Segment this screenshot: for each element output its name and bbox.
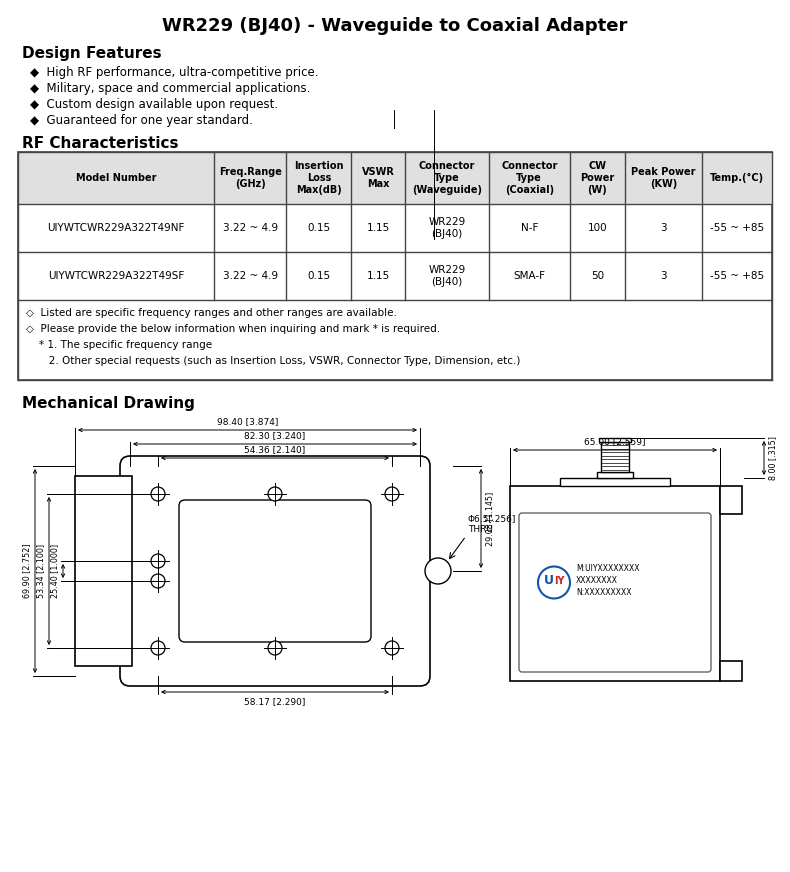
Text: IY: IY: [554, 576, 564, 585]
Text: Mechanical Drawing: Mechanical Drawing: [22, 396, 195, 411]
Text: ◆  Custom design available upon request.: ◆ Custom design available upon request.: [30, 98, 278, 111]
Polygon shape: [601, 442, 629, 472]
Text: -55 ~ +85: -55 ~ +85: [709, 271, 764, 281]
Polygon shape: [599, 438, 631, 442]
Text: SMA-F: SMA-F: [514, 271, 545, 281]
FancyBboxPatch shape: [179, 500, 371, 642]
Text: 2. Other special requests (such as Insertion Loss, VSWR, Connector Type, Dimensi: 2. Other special requests (such as Inser…: [26, 356, 521, 366]
Text: Insertion
Loss
Max(dB): Insertion Loss Max(dB): [294, 161, 344, 194]
Polygon shape: [597, 472, 633, 478]
Text: 58.17 [2.290]: 58.17 [2.290]: [244, 697, 306, 706]
FancyBboxPatch shape: [18, 152, 772, 204]
Polygon shape: [720, 486, 742, 514]
Text: 8.00 [.315]: 8.00 [.315]: [768, 436, 777, 480]
Text: Freq.Range
(GHz): Freq.Range (GHz): [219, 167, 281, 189]
Text: Connector
Type
(Coaxial): Connector Type (Coaxial): [501, 161, 558, 194]
Text: 0.15: 0.15: [307, 271, 330, 281]
Text: M:UIYXXXXXXXX: M:UIYXXXXXXXX: [576, 564, 639, 573]
Text: 29.08 [1.145]: 29.08 [1.145]: [485, 492, 494, 546]
Text: Peak Power
(KW): Peak Power (KW): [631, 167, 696, 189]
Text: Temp.(°C): Temp.(°C): [709, 173, 764, 183]
Text: 25.40 [1.000]: 25.40 [1.000]: [50, 544, 59, 598]
Text: 50: 50: [591, 271, 604, 281]
Text: 100: 100: [588, 223, 608, 233]
Text: ◆  Military, space and commercial applications.: ◆ Military, space and commercial applica…: [30, 82, 310, 95]
Text: 3.22 ~ 4.9: 3.22 ~ 4.9: [223, 223, 278, 233]
Text: 82.30 [3.240]: 82.30 [3.240]: [244, 431, 306, 440]
Text: UIYWTCWR229A322T49SF: UIYWTCWR229A322T49SF: [47, 271, 184, 281]
Circle shape: [425, 558, 451, 584]
Text: 54.36 [2.140]: 54.36 [2.140]: [244, 445, 306, 454]
Text: N-F: N-F: [521, 223, 538, 233]
Text: N:XXXXXXXXX: N:XXXXXXXXX: [576, 588, 631, 597]
Circle shape: [538, 567, 570, 598]
Circle shape: [151, 554, 165, 568]
Text: 69.90 [2.752]: 69.90 [2.752]: [22, 543, 31, 598]
Circle shape: [385, 487, 399, 501]
Text: ◆  High RF performance, ultra-competitive price.: ◆ High RF performance, ultra-competitive…: [30, 66, 318, 79]
Circle shape: [385, 641, 399, 655]
Polygon shape: [510, 486, 720, 681]
FancyBboxPatch shape: [18, 152, 772, 380]
Text: 1.15: 1.15: [367, 271, 389, 281]
Text: WR229 (BJ40) - Waveguide to Coaxial Adapter: WR229 (BJ40) - Waveguide to Coaxial Adap…: [162, 17, 628, 35]
Text: 98.40 [3.874]: 98.40 [3.874]: [216, 417, 278, 426]
Text: UIYWTCWR229A322T49NF: UIYWTCWR229A322T49NF: [47, 223, 185, 233]
Text: Φ6.5[.256]
THRU: Φ6.5[.256] THRU: [468, 514, 517, 534]
Text: 65.00 [2.559]: 65.00 [2.559]: [585, 437, 645, 446]
Text: VSWR
Max: VSWR Max: [362, 167, 395, 189]
Polygon shape: [560, 478, 670, 486]
Text: ◆  Guaranteed for one year standard.: ◆ Guaranteed for one year standard.: [30, 114, 253, 127]
FancyBboxPatch shape: [120, 456, 430, 686]
Text: WR229
(BJ40): WR229 (BJ40): [428, 217, 465, 239]
Text: XXXXXXXX: XXXXXXXX: [576, 576, 618, 585]
Text: U: U: [544, 574, 554, 587]
Text: * 1. The specific frequency range: * 1. The specific frequency range: [26, 340, 213, 350]
Text: CW
Power
(W): CW Power (W): [581, 161, 615, 194]
Text: WR229
(BJ40): WR229 (BJ40): [428, 265, 465, 287]
Text: Design Features: Design Features: [22, 46, 162, 61]
Text: Model Number: Model Number: [76, 173, 156, 183]
Text: RF Characteristics: RF Characteristics: [22, 136, 179, 151]
FancyBboxPatch shape: [519, 513, 711, 672]
Circle shape: [268, 487, 282, 501]
Text: 3: 3: [660, 271, 667, 281]
Text: 53.34 [2.100]: 53.34 [2.100]: [36, 544, 45, 598]
Text: 3.22 ~ 4.9: 3.22 ~ 4.9: [223, 271, 278, 281]
Circle shape: [151, 574, 165, 588]
Text: 0.15: 0.15: [307, 223, 330, 233]
Text: -55 ~ +85: -55 ~ +85: [709, 223, 764, 233]
Polygon shape: [720, 661, 742, 681]
Circle shape: [268, 641, 282, 655]
Circle shape: [151, 641, 165, 655]
Circle shape: [151, 487, 165, 501]
Polygon shape: [75, 476, 132, 666]
Text: ◇  Please provide the below information when inquiring and mark * is required.: ◇ Please provide the below information w…: [26, 324, 440, 334]
Text: Connector
Type
(Waveguide): Connector Type (Waveguide): [412, 161, 482, 194]
Text: ◇  Listed are specific frequency ranges and other ranges are available.: ◇ Listed are specific frequency ranges a…: [26, 308, 397, 318]
Text: 3: 3: [660, 223, 667, 233]
Text: 1.15: 1.15: [367, 223, 389, 233]
